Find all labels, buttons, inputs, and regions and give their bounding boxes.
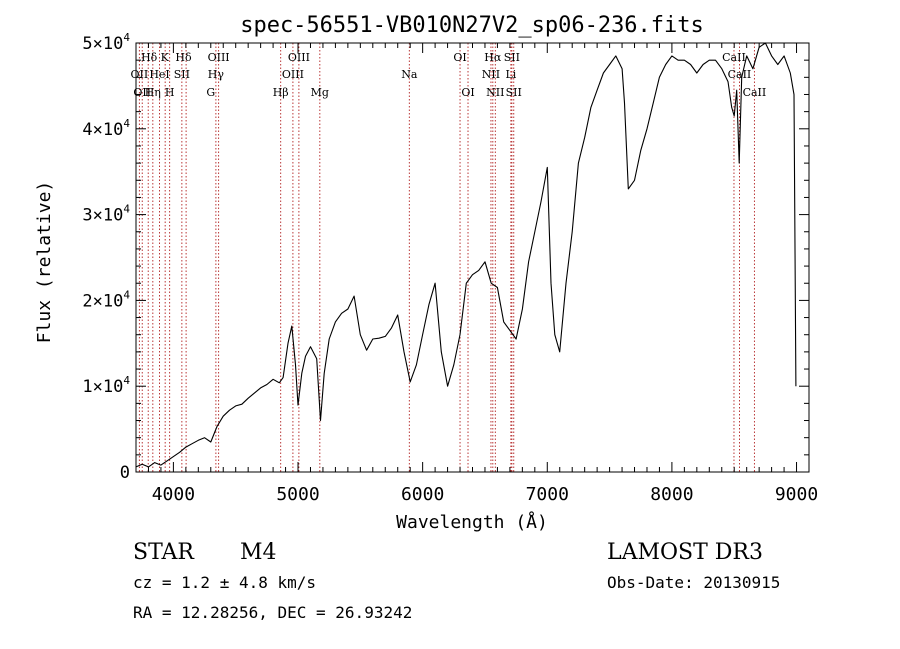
spectral-line-label: Hα [484, 51, 502, 64]
plot-frame [135, 42, 810, 473]
spectral-line-label: Na [401, 68, 418, 81]
x-tick-label: 5000 [276, 484, 319, 505]
y-tick-label: 0 [120, 463, 130, 483]
spectral-line-label: Mg [311, 86, 329, 99]
coordinates: RA = 12.28256, DEC = 26.93242 [133, 603, 413, 622]
x-tick-label: 8000 [650, 484, 693, 505]
spectral-line-label: Hη [145, 86, 161, 99]
spectral-line-label: OII [133, 86, 151, 99]
obs-date: Obs-Date: 20130915 [607, 573, 781, 592]
y-tick-label: 5×104 [82, 31, 130, 54]
spectral-line-label: OI [461, 86, 474, 99]
y-axis-label: Flux (relative) [34, 181, 55, 344]
y-tick-label: 3×104 [82, 203, 130, 226]
spectral-line-label: H [165, 86, 175, 99]
spectral-line-label: Hβ [273, 86, 289, 99]
y-tick-label: 2×104 [82, 288, 130, 311]
spectral-line-label: HeI [149, 68, 169, 81]
spectral-line-label: CaII [743, 86, 767, 99]
spectral-line-label: OII [131, 68, 149, 81]
spectral-line-label: CaII [722, 51, 746, 64]
x-tick-label: 7000 [526, 484, 569, 505]
x-tick-label: 4000 [152, 484, 195, 505]
x-tick-label: 6000 [401, 484, 444, 505]
object-subclass: M4 [240, 540, 277, 565]
y-tick-label: 1×104 [82, 374, 130, 397]
spectral-line-label: K [161, 51, 170, 64]
spectral-line-label: CaII [728, 68, 752, 81]
survey-name: LAMOST DR3 [607, 540, 763, 565]
spectral-line-label: SII [174, 68, 190, 81]
y-tick-label: 4×104 [82, 117, 130, 140]
x-axis: 4000 5000 6000 7000 8000 9000 [135, 43, 818, 505]
spectral-line-label: OIII [208, 51, 230, 64]
spectral-line-label: SII [506, 86, 522, 99]
y-axis: 0 1×104 2×104 3×104 4×104 5×104 [82, 31, 809, 483]
spectral-line-label: NII [486, 86, 504, 99]
spectral-line-markers [138, 43, 755, 472]
spectral-line-label: Li [505, 68, 516, 81]
flux-series-line [135, 42, 797, 468]
spectral-line-label: Hδ [175, 51, 192, 64]
spectral-line-label: OI [453, 51, 466, 64]
spectral-line-label: SII [504, 51, 520, 64]
spectral-line-label: Hγ [208, 68, 225, 81]
spectral-line-label: NII [482, 68, 500, 81]
spectral-line-label: Hδ [141, 51, 158, 64]
spectral-line-label: OIII [282, 68, 304, 81]
redshift-value: cz = 1.2 ± 4.8 km/s [133, 573, 317, 592]
object-class: STAR [133, 540, 194, 565]
x-tick-label: 9000 [775, 484, 818, 505]
spectral-line-label: OIII [288, 51, 310, 64]
x-axis-label: Wavelength (Å) [396, 511, 548, 533]
chart-title: spec-56551-VB010N27V2_sp06-236.fits [240, 13, 704, 38]
spectral-line-label: G [206, 86, 215, 99]
